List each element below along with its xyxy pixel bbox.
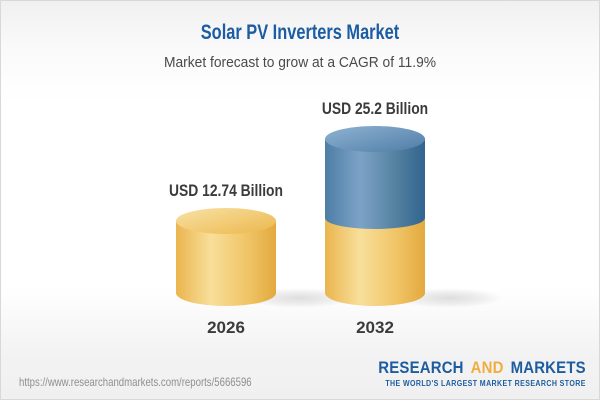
cylinder-2026 — [176, 208, 276, 306]
cylinder-2032-growth-segment — [325, 139, 425, 229]
value-label-2026: USD 12.74 Billion — [168, 182, 284, 200]
chart-subtitle: Market forecast to grow at a CAGR of 11.… — [163, 54, 437, 71]
cylinder-2026-body — [176, 221, 276, 306]
logo-tagline: THE WORLD'S LARGEST MARKET RESEARCH STOR… — [385, 378, 586, 388]
logo-word-and: AND — [470, 358, 504, 377]
category-label-2026: 2026 — [207, 318, 245, 337]
cylinder-2032-top — [325, 126, 425, 152]
logo-word-research: RESEARCH — [378, 358, 464, 377]
category-label-2032: 2032 — [356, 318, 394, 337]
value-label-2032: USD 25.2 Billion — [321, 100, 429, 118]
cylinder-2032 — [325, 126, 425, 306]
chart-title: Solar PV Inverters Market — [200, 21, 400, 44]
logo-word-markets: MARKETS — [510, 358, 586, 377]
cylinder-2026-top — [176, 208, 276, 234]
report-url: https://www.researchandmarkets.com/repor… — [19, 375, 252, 389]
cylinder-2032-base-segment — [325, 218, 425, 306]
research-and-markets-logo: RESEARCH AND MARKETS THE WORLD'S LARGEST… — [378, 359, 586, 388]
logo-wordmark: RESEARCH AND MARKETS — [378, 359, 586, 377]
